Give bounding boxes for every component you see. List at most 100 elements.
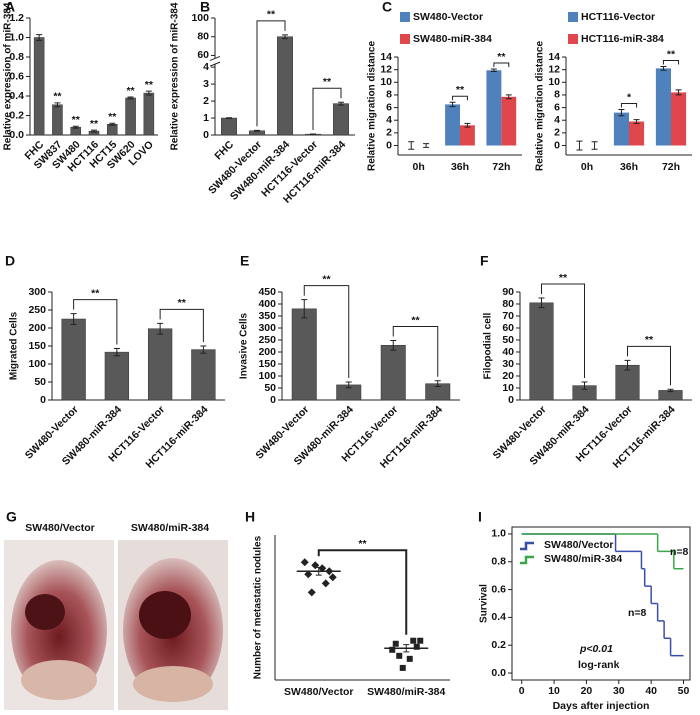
x-tick-label: 40 — [645, 685, 657, 697]
annotation: n=8 — [628, 607, 647, 619]
y-axis-title: Relative expression of miR-384 — [170, 2, 181, 150]
y-axis-title: Migrated Cells — [9, 311, 20, 380]
legend-swatch — [568, 34, 578, 44]
bar — [671, 92, 687, 146]
y-axis-title: Filopodial cell — [483, 312, 494, 379]
bar — [501, 96, 517, 146]
error-bar — [301, 299, 308, 319]
y-tick-label: 50 — [34, 376, 46, 388]
y-tick-label: 0 — [508, 394, 514, 406]
data-point — [396, 652, 403, 659]
bar — [33, 37, 45, 136]
legend-label: SW480/miR-384 — [544, 553, 622, 565]
y-tick-label: 0.2 — [491, 639, 506, 651]
bar — [333, 103, 349, 136]
y-tick-label: 50 — [502, 334, 514, 346]
y-axis-title: Invasive Cells — [239, 312, 250, 379]
y-tick-label: 14 — [380, 51, 392, 63]
x-tick-label: 72h — [492, 161, 510, 173]
comparison-bracket — [312, 87, 342, 130]
significance-label: ** — [645, 334, 654, 346]
y-axis-title: Survival — [479, 584, 490, 623]
x-axis-title: Days after injection — [553, 700, 650, 712]
x-tick-label: 50 — [678, 685, 690, 697]
x-tick-label: 30 — [613, 685, 625, 697]
y-tick-label: 2 — [554, 127, 560, 139]
y-tick-label: 4 — [203, 61, 209, 73]
panel-letter: A — [5, 0, 15, 15]
y-tick-label: 0.4 — [9, 90, 24, 102]
error-bar — [36, 34, 43, 41]
y-tick-label: 6 — [386, 101, 392, 113]
panel-letter: B — [200, 0, 210, 15]
comparison-bracket — [493, 62, 510, 68]
legend-symbol — [520, 541, 534, 551]
axis-break — [210, 58, 220, 65]
error-bar — [282, 34, 288, 40]
data-point — [307, 588, 316, 597]
error-bar — [434, 380, 441, 388]
y-tick-label: 6 — [554, 101, 560, 113]
y-tick-label: 0 — [270, 394, 276, 406]
panel-letter: D — [5, 253, 15, 269]
x-tick-label: 10 — [548, 685, 560, 697]
bar — [486, 70, 502, 146]
error-bar — [403, 644, 410, 653]
bar — [291, 308, 317, 401]
data-point — [417, 637, 424, 644]
y-tick-label: 150 — [258, 358, 276, 370]
significance-label: ** — [456, 84, 465, 96]
data-point — [389, 646, 396, 653]
y-tick-label: 0.8 — [491, 556, 506, 568]
y-tick-label: 2 — [203, 95, 209, 107]
y-tick-label: 14 — [548, 51, 560, 63]
photo-caption: SW480/Vector — [25, 522, 94, 534]
legend-swatch — [400, 12, 410, 22]
comparison-bracket — [73, 299, 118, 345]
legend-label: HCT116-Vector — [581, 11, 655, 23]
bar — [613, 112, 629, 146]
comparison-bracket — [452, 95, 468, 101]
y-tick-label: 1.2 — [9, 12, 24, 24]
comparison-bracket — [662, 59, 680, 65]
panel-letter: I — [478, 509, 482, 525]
error-bar — [54, 102, 61, 108]
data-point — [328, 573, 337, 582]
photo-caption: SW480/miR-384 — [131, 522, 209, 534]
error-bar — [254, 129, 260, 132]
comparison-bracket — [317, 549, 408, 635]
y-tick-label: 100 — [28, 358, 46, 370]
significance-label: ** — [667, 48, 676, 60]
error-bar — [624, 359, 631, 371]
y-axis-title: Number of metastatic nodules — [253, 535, 264, 679]
significance-label: ** — [108, 111, 117, 123]
significance-label: ** — [267, 9, 276, 21]
annotation: p<0.01 — [579, 643, 613, 655]
bar — [629, 121, 645, 146]
error-bar — [449, 101, 456, 108]
y-tick-label: 450 — [258, 286, 276, 298]
significance-label: ** — [559, 272, 568, 284]
bar — [445, 104, 460, 146]
y-tick-label: 2 — [386, 127, 392, 139]
photo — [4, 540, 228, 710]
data-point — [392, 640, 399, 647]
comparison-bracket — [159, 308, 204, 342]
bar — [529, 302, 554, 401]
comparison-bracket — [541, 283, 585, 378]
y-tick-label: 40 — [502, 346, 514, 358]
y-tick-label: 300 — [28, 286, 46, 298]
error-bar — [408, 141, 415, 150]
x-tick-label: 20 — [581, 685, 593, 697]
error-bar — [390, 339, 397, 351]
legend-label: SW480/Vector — [544, 539, 613, 551]
error-bar — [70, 313, 77, 325]
y-tick-label: 50 — [264, 382, 276, 394]
error-bar — [345, 381, 352, 389]
x-tick-label: 0 — [519, 685, 525, 697]
y-tick-label: 300 — [258, 322, 276, 334]
x-tick-label: 36h — [451, 161, 469, 173]
x-tick-label: 0h — [581, 161, 593, 173]
error-bar — [581, 381, 588, 390]
